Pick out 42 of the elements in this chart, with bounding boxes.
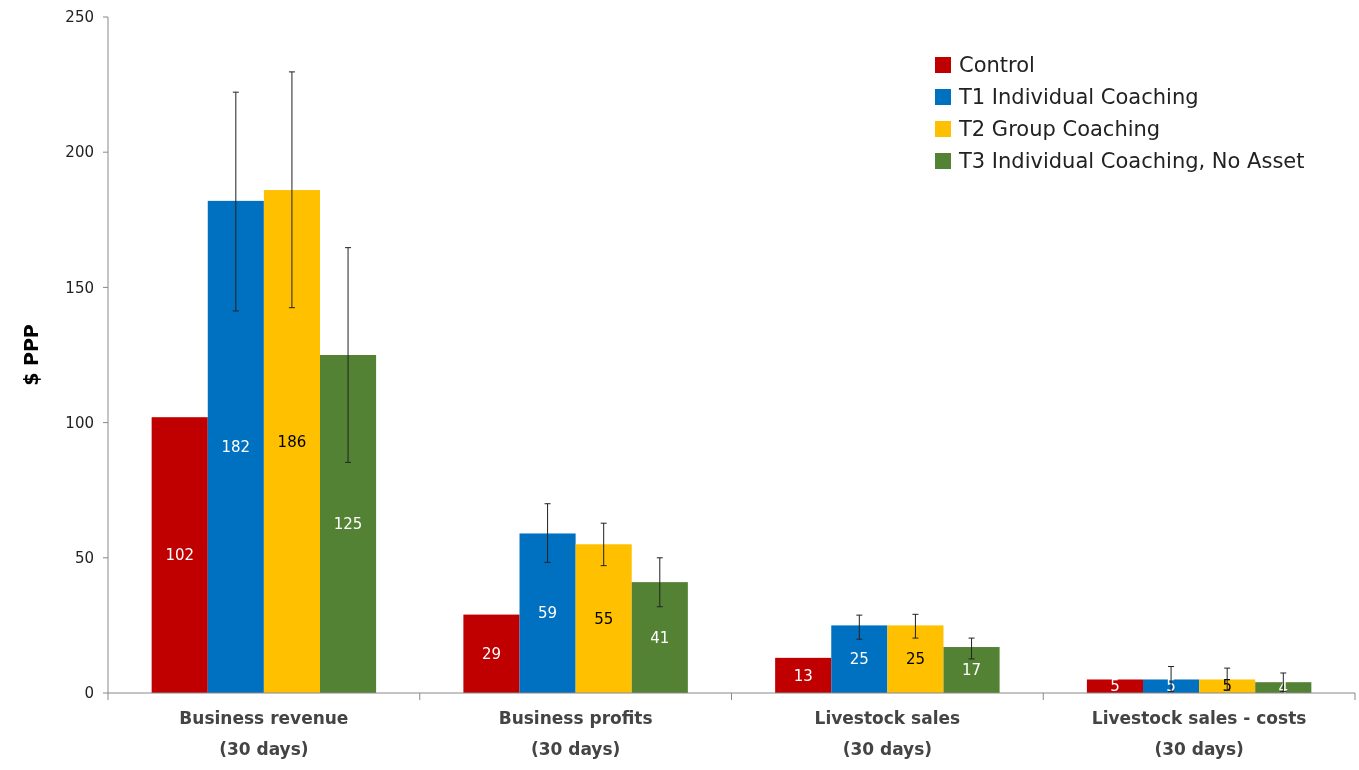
bar (887, 625, 944, 693)
y-axis-title: $ PPP (20, 324, 42, 386)
data-label: 13 (793, 666, 813, 685)
y-tick-label: 100 (65, 413, 94, 432)
data-label: 182 (221, 438, 251, 457)
data-label: 59 (538, 604, 558, 623)
bar (575, 544, 632, 693)
data-label: 17 (962, 661, 982, 680)
y-tick-label: 50 (74, 549, 94, 568)
bar (319, 355, 377, 693)
data-label: 5 (1110, 677, 1120, 696)
bar (943, 647, 1000, 693)
bar (775, 657, 832, 693)
bar (631, 582, 688, 693)
bar (151, 417, 208, 693)
bar (463, 614, 520, 693)
legend-label: Control (959, 53, 1035, 78)
data-label: 125 (333, 515, 363, 534)
bar (1143, 679, 1200, 693)
legend-label: T2 Group Coaching (958, 117, 1161, 142)
data-label: 5 (1166, 677, 1176, 696)
data-label: 55 (594, 609, 614, 628)
data-label: 25 (905, 650, 925, 669)
y-tick-label: 200 (65, 143, 94, 162)
bar (519, 533, 576, 693)
data-label: 41 (650, 628, 670, 647)
y-tick-label: 150 (65, 278, 94, 297)
x-tick-label: Business profits (30 days) (498, 708, 653, 759)
legend-label: T1 Individual Coaching (958, 85, 1199, 110)
y-tick-label: 250 (65, 8, 94, 27)
data-label: 29 (481, 645, 501, 664)
bar (207, 200, 264, 693)
x-tick-label: Business revenue (30 days) (179, 708, 349, 759)
data-label: 25 (849, 650, 869, 669)
x-tick-label: Livestock sales - costs (30 days) (1091, 708, 1307, 759)
data-label: 186 (277, 432, 307, 451)
bar (263, 190, 320, 693)
legend-label: T3 Individual Coaching, No Asset (958, 149, 1305, 174)
data-label: 102 (165, 546, 195, 565)
bar (831, 625, 888, 693)
y-tick-label: 0 (84, 684, 94, 703)
x-tick-label: Livestock sales (30 days) (814, 708, 961, 759)
